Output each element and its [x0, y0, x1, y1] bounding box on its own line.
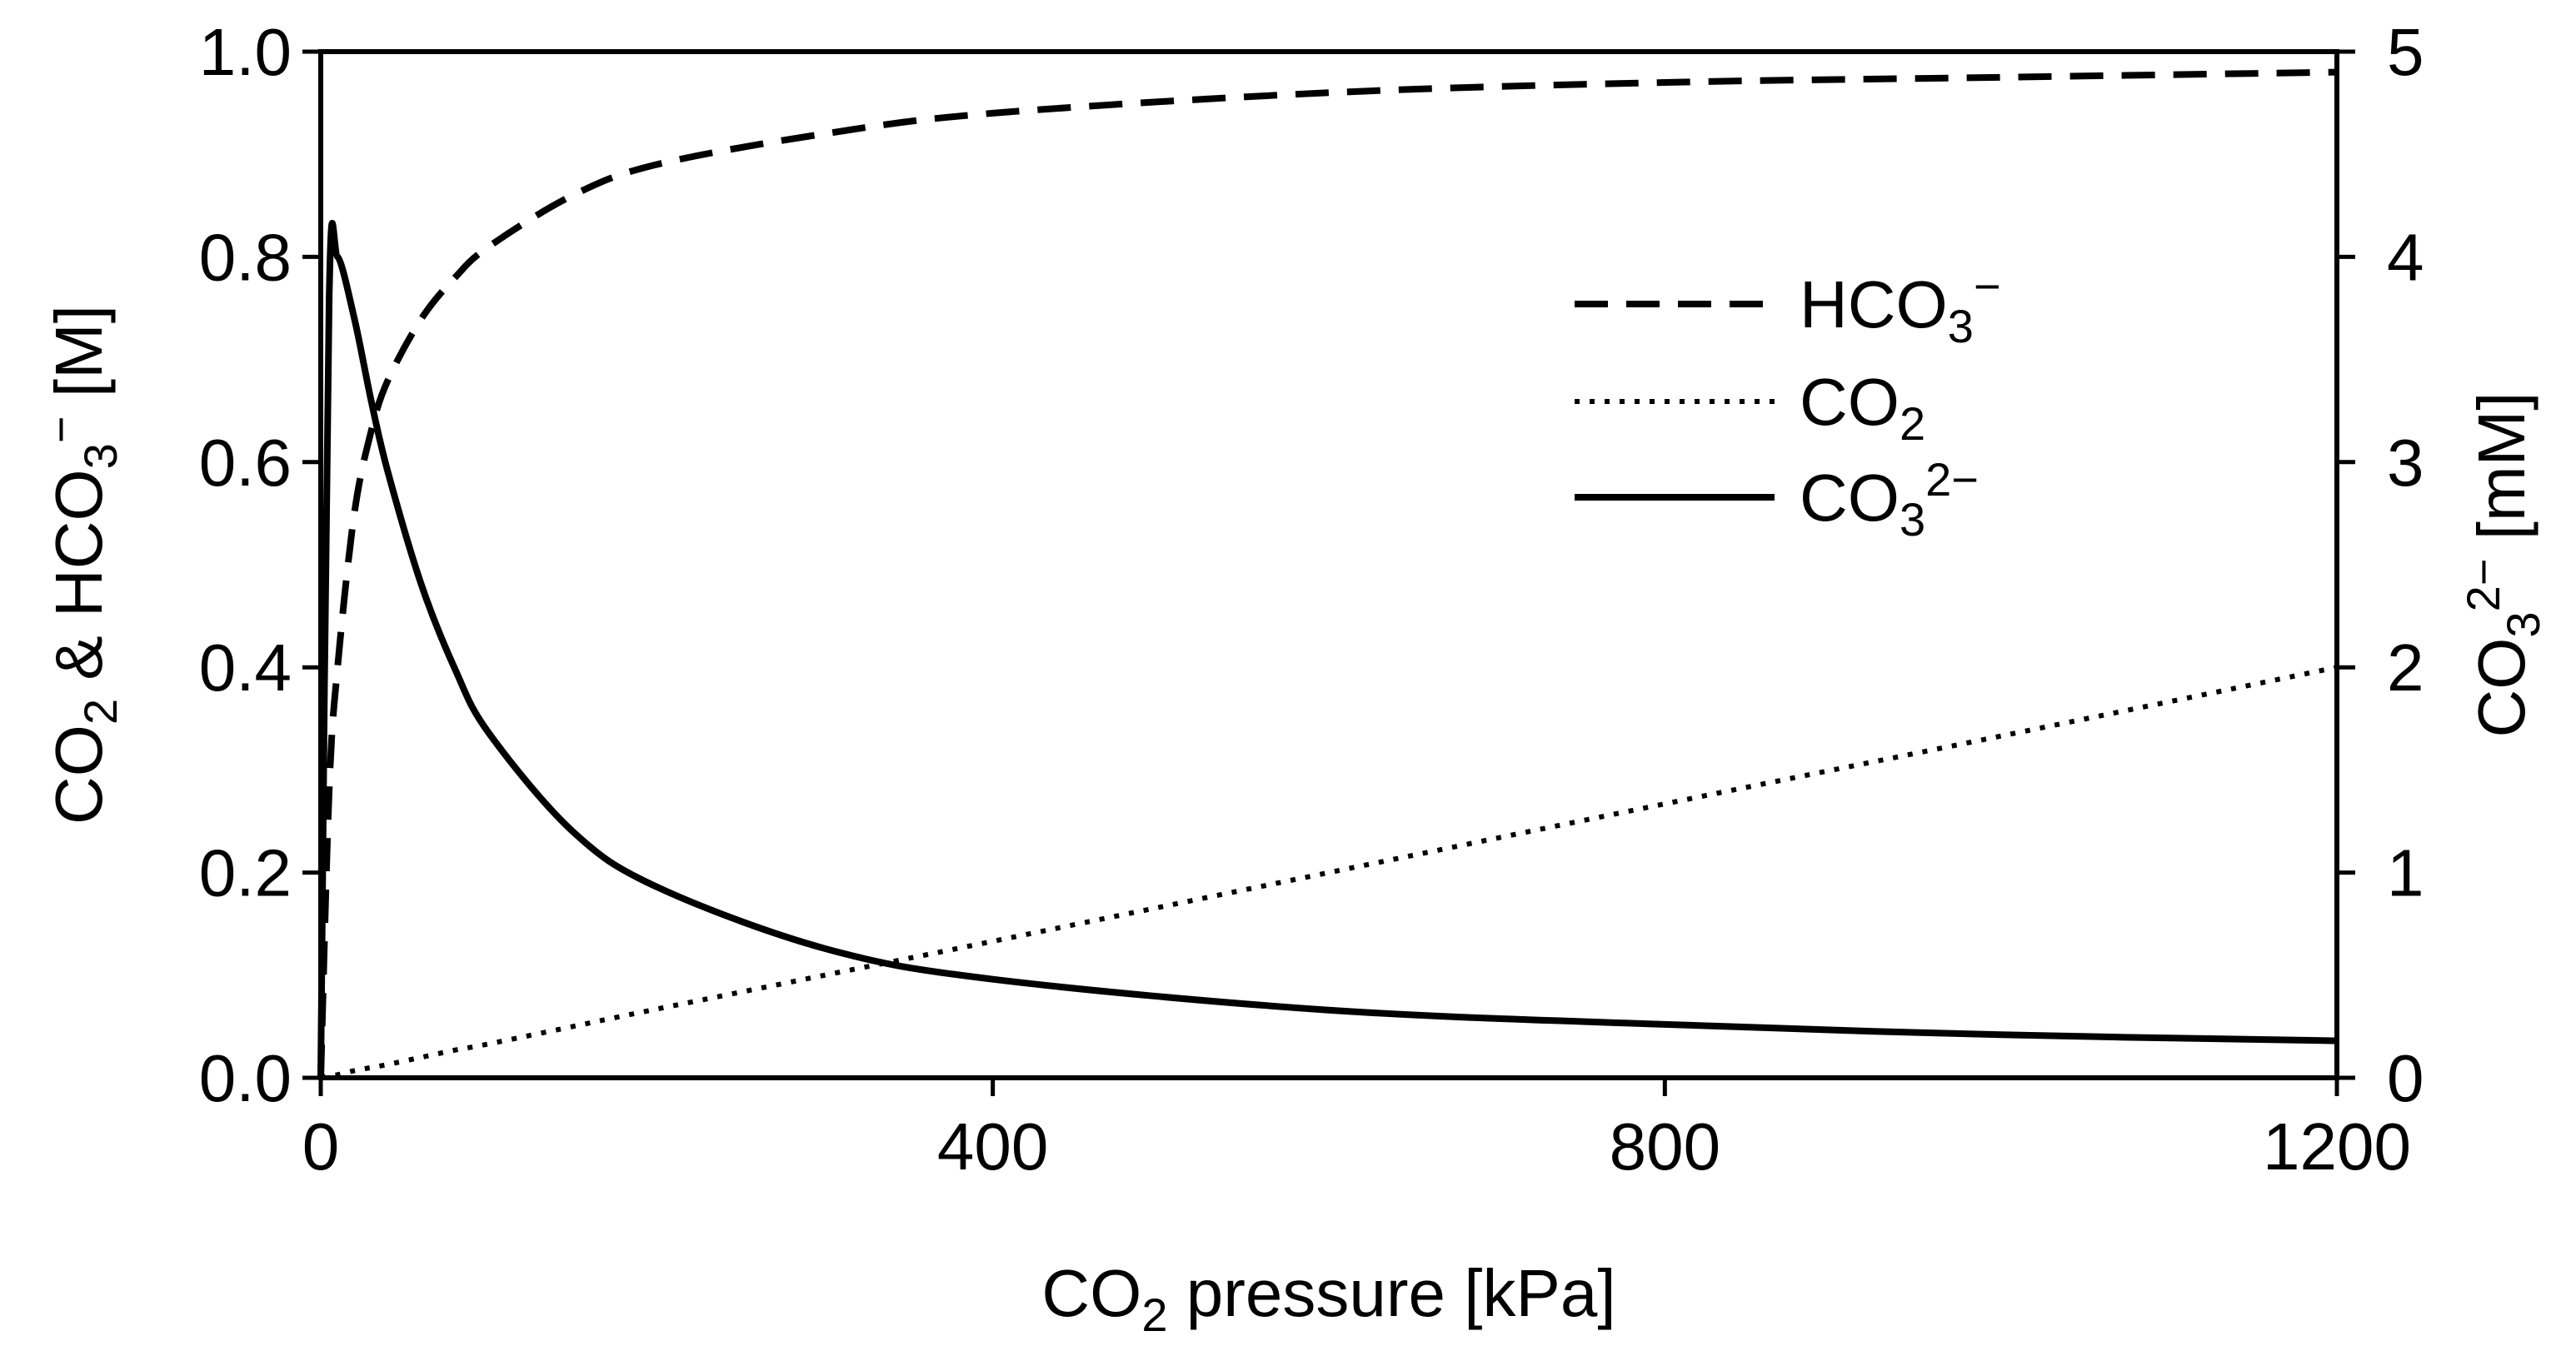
y-left-tick-label: 0.4	[199, 631, 292, 705]
y-left-axis-label: CO2 & HCO3− [M]	[34, 305, 127, 825]
plot-frame	[318, 49, 2339, 1080]
x-ticks: 0 400 800 1200	[302, 1078, 2411, 1184]
y-right-axis-label: CO32− [mM]	[2457, 392, 2549, 738]
y-left-ticks: 0.0 0.2 0.4 0.6 0.8 1.0	[199, 15, 321, 1115]
y-left-tick-label: 0.6	[199, 426, 292, 500]
x-tick-label: 400	[937, 1109, 1048, 1184]
y-left-tick-label: 0.2	[199, 836, 292, 910]
y-right-tick-label: 1	[2387, 836, 2424, 910]
legend-label-co2: CO2	[1800, 365, 1925, 450]
y-right-tick-label: 3	[2387, 426, 2424, 500]
y-left-tick-label: 0.0	[199, 1041, 292, 1115]
y-right-ticks: 0 1 2 3 4 5	[2337, 15, 2424, 1115]
y-right-tick-label: 0	[2387, 1041, 2424, 1115]
x-axis-label: CO2 pressure [kPa]	[1041, 1256, 1615, 1341]
y-left-tick-label: 0.8	[199, 220, 292, 294]
y-left-tick-label: 1.0	[199, 15, 292, 89]
series-line-co3	[317, 220, 2338, 1079]
series-line-hco3	[317, 68, 2338, 1079]
legend-label-hco3: HCO3−	[1800, 260, 2001, 352]
x-tick-label: 800	[1610, 1109, 1720, 1184]
series-lines	[317, 68, 2338, 1080]
x-tick-label: 0	[302, 1109, 340, 1184]
y-right-tick-label: 5	[2387, 15, 2424, 89]
x-tick-label: 1200	[2263, 1109, 2411, 1184]
y-right-tick-label: 4	[2387, 220, 2424, 294]
y-right-tick-label: 2	[2387, 631, 2424, 705]
legend: HCO3− CO2 CO32−	[1575, 260, 2001, 546]
legend-label-co3: CO32−	[1800, 453, 1979, 546]
